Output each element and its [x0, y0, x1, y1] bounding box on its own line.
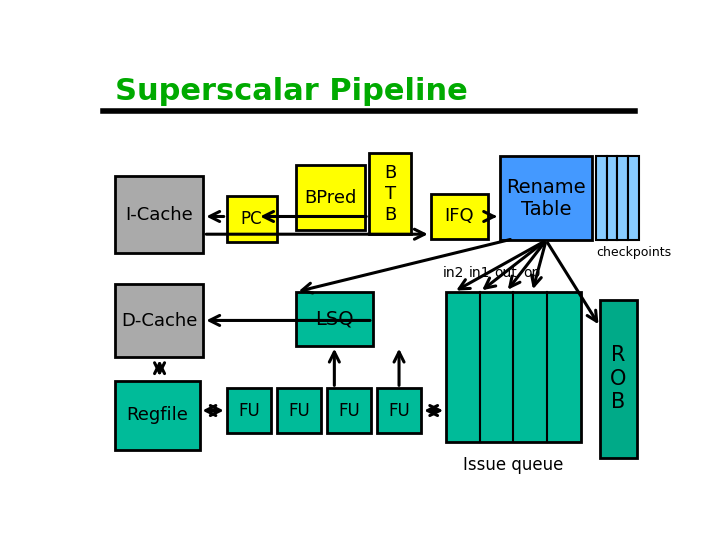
Text: checkpoints: checkpoints	[596, 246, 671, 259]
Bar	[377, 388, 421, 433]
Text: in2: in2	[443, 266, 464, 280]
Bar	[446, 292, 581, 442]
Text: out: out	[495, 266, 518, 280]
Bar	[628, 156, 639, 240]
Bar	[276, 388, 321, 433]
Text: IFQ: IFQ	[445, 207, 474, 226]
Text: BPred: BPred	[305, 188, 356, 207]
Bar	[617, 156, 628, 240]
Text: Issue queue: Issue queue	[463, 456, 564, 474]
Bar	[500, 156, 593, 240]
Bar	[115, 284, 204, 357]
Bar	[115, 177, 204, 253]
Text: FU: FU	[238, 402, 260, 420]
Bar	[227, 388, 271, 433]
Bar	[600, 300, 637, 457]
Text: FU: FU	[388, 402, 410, 420]
Text: in1: in1	[469, 266, 490, 280]
Text: B
T
B: B T B	[384, 164, 396, 224]
Text: Regfile: Regfile	[126, 406, 188, 424]
Bar	[596, 156, 607, 240]
Text: LSQ: LSQ	[315, 309, 354, 328]
Text: FU: FU	[288, 402, 310, 420]
Text: Rename
Table: Rename Table	[506, 178, 586, 219]
Bar	[369, 153, 411, 234]
Text: I-Cache: I-Cache	[125, 206, 193, 224]
Bar	[327, 388, 372, 433]
Text: FU: FU	[338, 402, 360, 420]
Bar	[607, 156, 617, 240]
Bar	[431, 194, 488, 239]
Text: R
O
B: R O B	[611, 346, 626, 412]
Text: Superscalar Pipeline: Superscalar Pipeline	[115, 77, 468, 106]
Bar	[115, 381, 199, 450]
Text: D-Cache: D-Cache	[121, 312, 197, 330]
Text: PC: PC	[240, 210, 262, 228]
Bar	[296, 292, 373, 346]
Text: op: op	[523, 266, 541, 280]
Bar	[227, 195, 276, 242]
Bar	[296, 165, 365, 231]
